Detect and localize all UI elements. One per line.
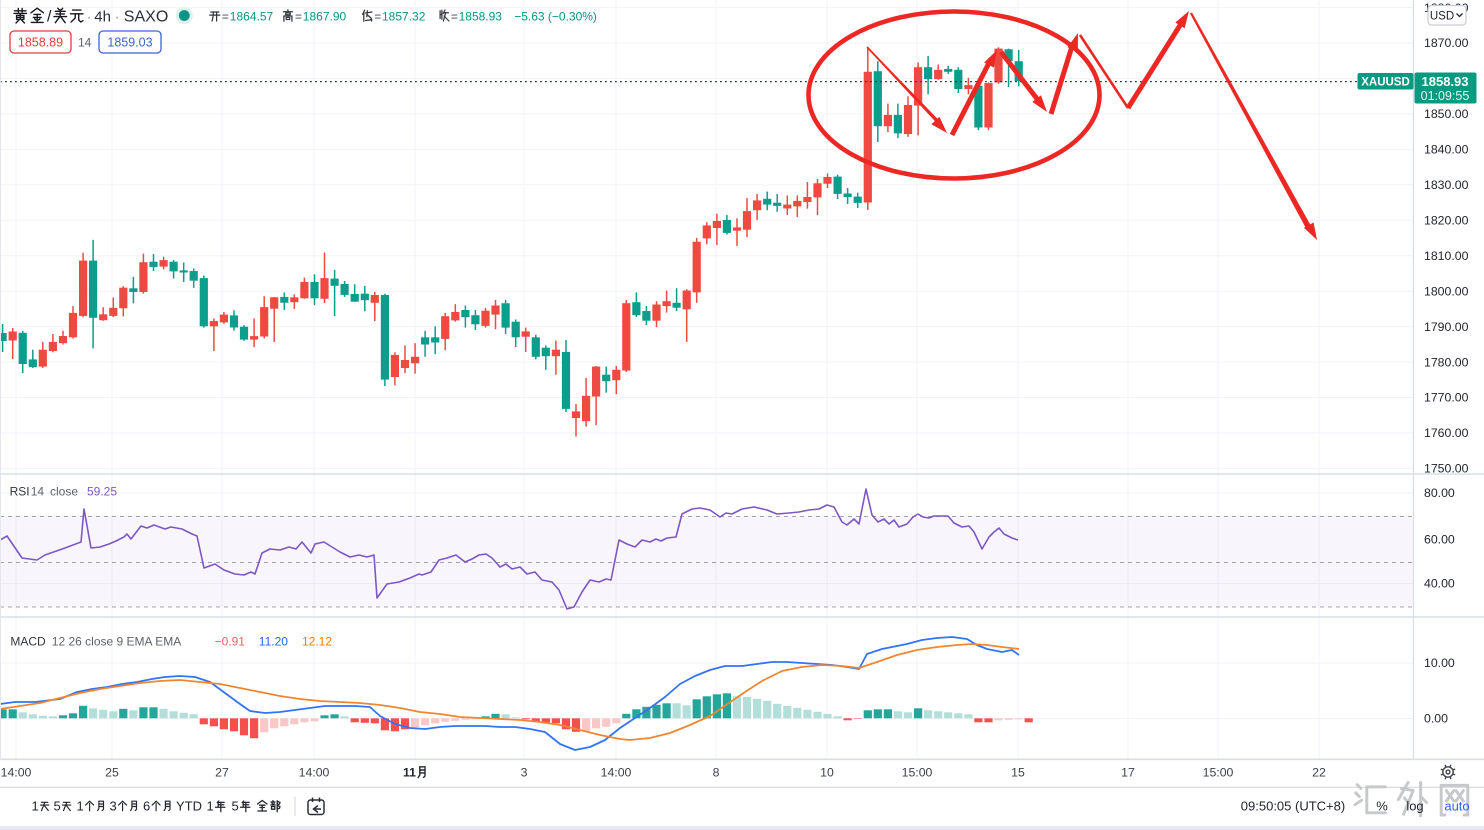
svg-text:11: 11 [403, 766, 416, 780]
svg-text:09:50:05 (UTC+8): 09:50:05 (UTC+8) [1241, 799, 1345, 814]
svg-text:=: = [222, 10, 229, 24]
svg-text:=: = [374, 10, 381, 24]
svg-text:1867.90: 1867.90 [303, 10, 347, 24]
svg-text:XAUUSD: XAUUSD [1361, 77, 1410, 89]
svg-text:1750.00: 1750.00 [1424, 462, 1469, 476]
svg-text:1857.32: 1857.32 [382, 10, 426, 24]
svg-text:1840.00: 1840.00 [1424, 143, 1469, 157]
svg-text:8: 8 [713, 766, 720, 780]
svg-text:auto: auto [1444, 799, 1469, 814]
svg-text:1864.57: 1864.57 [230, 10, 274, 24]
svg-text:1790.00: 1790.00 [1424, 320, 1469, 334]
svg-text:3: 3 [110, 799, 117, 814]
svg-text:17: 17 [1121, 766, 1135, 780]
svg-text:log: log [1406, 799, 1423, 814]
svg-text:·: · [115, 9, 120, 26]
svg-text:1870.00: 1870.00 [1424, 36, 1469, 50]
svg-text:15:00: 15:00 [902, 766, 933, 780]
svg-text:1: 1 [32, 799, 39, 814]
svg-text:80.00: 80.00 [1424, 486, 1455, 500]
svg-text:14:00: 14:00 [601, 766, 632, 780]
svg-text:1850.00: 1850.00 [1424, 107, 1469, 121]
svg-text:6: 6 [143, 799, 150, 814]
svg-text:60.00: 60.00 [1424, 533, 1455, 547]
svg-text:1810.00: 1810.00 [1424, 249, 1469, 263]
svg-text:12.12: 12.12 [302, 635, 332, 649]
svg-text:%: % [1376, 799, 1388, 814]
svg-text:1: 1 [207, 799, 214, 814]
svg-text:1770.00: 1770.00 [1424, 391, 1469, 405]
svg-text:1858.93: 1858.93 [459, 10, 503, 24]
svg-text:−5.63 (−0.30%): −5.63 (−0.30%) [514, 10, 597, 24]
svg-text:−0.91: −0.91 [215, 635, 246, 649]
svg-text:5: 5 [54, 799, 61, 814]
svg-text:0.00: 0.00 [1424, 712, 1448, 726]
svg-text:1858.89: 1858.89 [18, 36, 63, 50]
svg-text:1780.00: 1780.00 [1424, 355, 1469, 369]
svg-text:RSI: RSI [10, 484, 30, 498]
svg-text:1820.00: 1820.00 [1424, 214, 1469, 228]
svg-text:MACD: MACD [10, 635, 46, 649]
svg-text:14: 14 [31, 484, 45, 498]
svg-text:=: = [295, 10, 302, 24]
svg-text:14:00: 14:00 [299, 766, 330, 780]
svg-text:USD: USD [1430, 11, 1454, 23]
svg-text:1858.93: 1858.93 [1422, 74, 1469, 89]
svg-text:01:09:55: 01:09:55 [1421, 89, 1470, 103]
svg-text:12 26 close 9 EMA EMA: 12 26 close 9 EMA EMA [52, 635, 181, 649]
svg-text:SAXO: SAXO [124, 9, 168, 26]
svg-text:3: 3 [521, 766, 528, 780]
svg-text:11.20: 11.20 [259, 635, 288, 649]
svg-text:10: 10 [820, 766, 834, 780]
svg-text:YTD: YTD [176, 799, 202, 814]
svg-text:59.25: 59.25 [87, 484, 117, 498]
svg-text:1760.00: 1760.00 [1424, 426, 1469, 440]
svg-text:25: 25 [105, 766, 119, 780]
svg-text:5: 5 [232, 799, 239, 814]
svg-text:4h: 4h [94, 9, 111, 26]
svg-text:1859.03: 1859.03 [107, 36, 152, 50]
svg-text:/: / [47, 9, 52, 26]
svg-text:15: 15 [1011, 766, 1025, 780]
svg-text:1830.00: 1830.00 [1424, 178, 1469, 192]
svg-text:·: · [87, 9, 92, 26]
svg-text:15:00: 15:00 [1203, 766, 1234, 780]
svg-text:1800.00: 1800.00 [1424, 284, 1469, 298]
svg-text:22: 22 [1312, 766, 1326, 780]
svg-text:10.00: 10.00 [1424, 656, 1455, 670]
svg-text:close: close [50, 484, 78, 498]
svg-text:=: = [451, 10, 458, 24]
svg-text:40.00: 40.00 [1424, 577, 1455, 591]
svg-text:14: 14 [78, 36, 92, 50]
svg-text:14:00: 14:00 [1, 766, 32, 780]
svg-text:27: 27 [215, 766, 229, 780]
svg-text:1: 1 [77, 799, 84, 814]
